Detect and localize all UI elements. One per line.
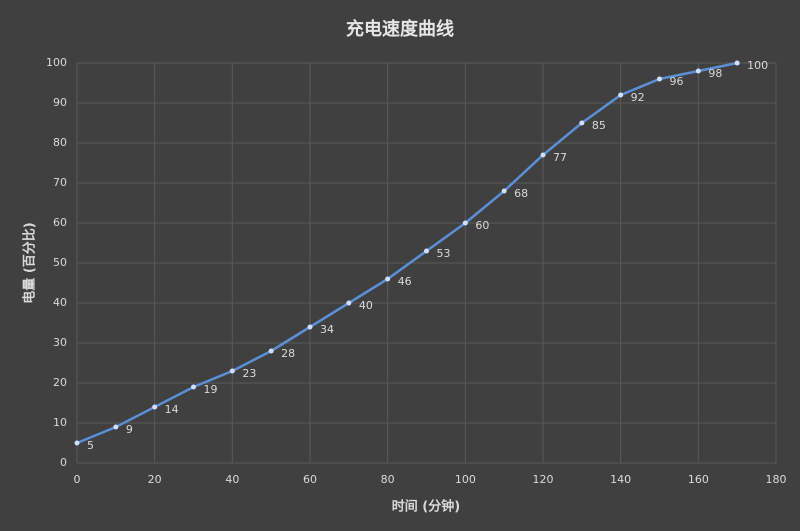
x-tick-label: 20: [148, 473, 162, 486]
data-point: [734, 60, 740, 66]
data-label: 23: [242, 367, 256, 380]
x-tick-label: 100: [455, 473, 476, 486]
x-tick-label: 160: [688, 473, 709, 486]
data-point: [618, 92, 624, 98]
data-label: 5: [87, 439, 94, 452]
data-point: [695, 68, 701, 74]
data-label: 53: [437, 247, 451, 260]
data-label: 100: [747, 59, 768, 72]
x-tick-label: 60: [303, 473, 317, 486]
y-axis-title: 电量 (百分比): [22, 222, 38, 303]
data-point: [268, 348, 274, 354]
data-label: 85: [592, 119, 606, 132]
y-tick-label: 100: [46, 56, 67, 69]
data-label: 98: [708, 67, 722, 80]
y-tick-label: 70: [53, 176, 67, 189]
y-tick-label: 40: [53, 296, 67, 309]
data-label: 60: [475, 219, 489, 232]
data-point: [229, 368, 235, 374]
data-point: [152, 404, 158, 410]
data-label: 40: [359, 299, 373, 312]
data-point: [113, 424, 119, 430]
y-tick-label: 90: [53, 96, 67, 109]
x-tick-label: 40: [225, 473, 239, 486]
data-label: 14: [165, 403, 179, 416]
x-tick-label: 80: [381, 473, 395, 486]
x-tick-label: 120: [533, 473, 554, 486]
data-point: [579, 120, 585, 126]
data-label: 68: [514, 187, 528, 200]
x-tick-label: 140: [610, 473, 631, 486]
data-point: [424, 248, 429, 254]
data-point: [501, 188, 507, 194]
data-point: [540, 152, 546, 158]
y-tick-label: 20: [53, 376, 67, 389]
y-tick-label: 80: [53, 136, 67, 149]
data-label: 28: [281, 347, 295, 360]
data-label: 34: [320, 323, 334, 336]
data-line: [76, 61, 738, 445]
chart-title: 充电速度曲线: [346, 18, 454, 40]
data-label: 19: [204, 383, 218, 396]
data-label: 9: [126, 423, 133, 436]
data-point: [307, 324, 313, 330]
data-point: [191, 384, 196, 390]
data-label: 46: [398, 275, 412, 288]
x-axis-title: 时间 (分钟): [392, 499, 460, 515]
y-tick-label: 60: [53, 216, 67, 229]
y-tick-label: 50: [53, 256, 67, 269]
data-label: 92: [631, 91, 645, 104]
x-tick-label: 180: [766, 473, 787, 486]
y-tick-label: 0: [60, 456, 67, 469]
data-point: [385, 276, 391, 282]
data-point: [346, 300, 352, 306]
data-point: [657, 76, 662, 82]
y-tick-label: 10: [53, 416, 67, 429]
y-tick-label: 30: [53, 336, 67, 349]
data-label: 77: [553, 151, 567, 164]
x-tick-label: 0: [74, 473, 81, 486]
data-point: [462, 220, 468, 226]
data-label: 96: [670, 75, 684, 88]
data-point: [74, 440, 80, 446]
